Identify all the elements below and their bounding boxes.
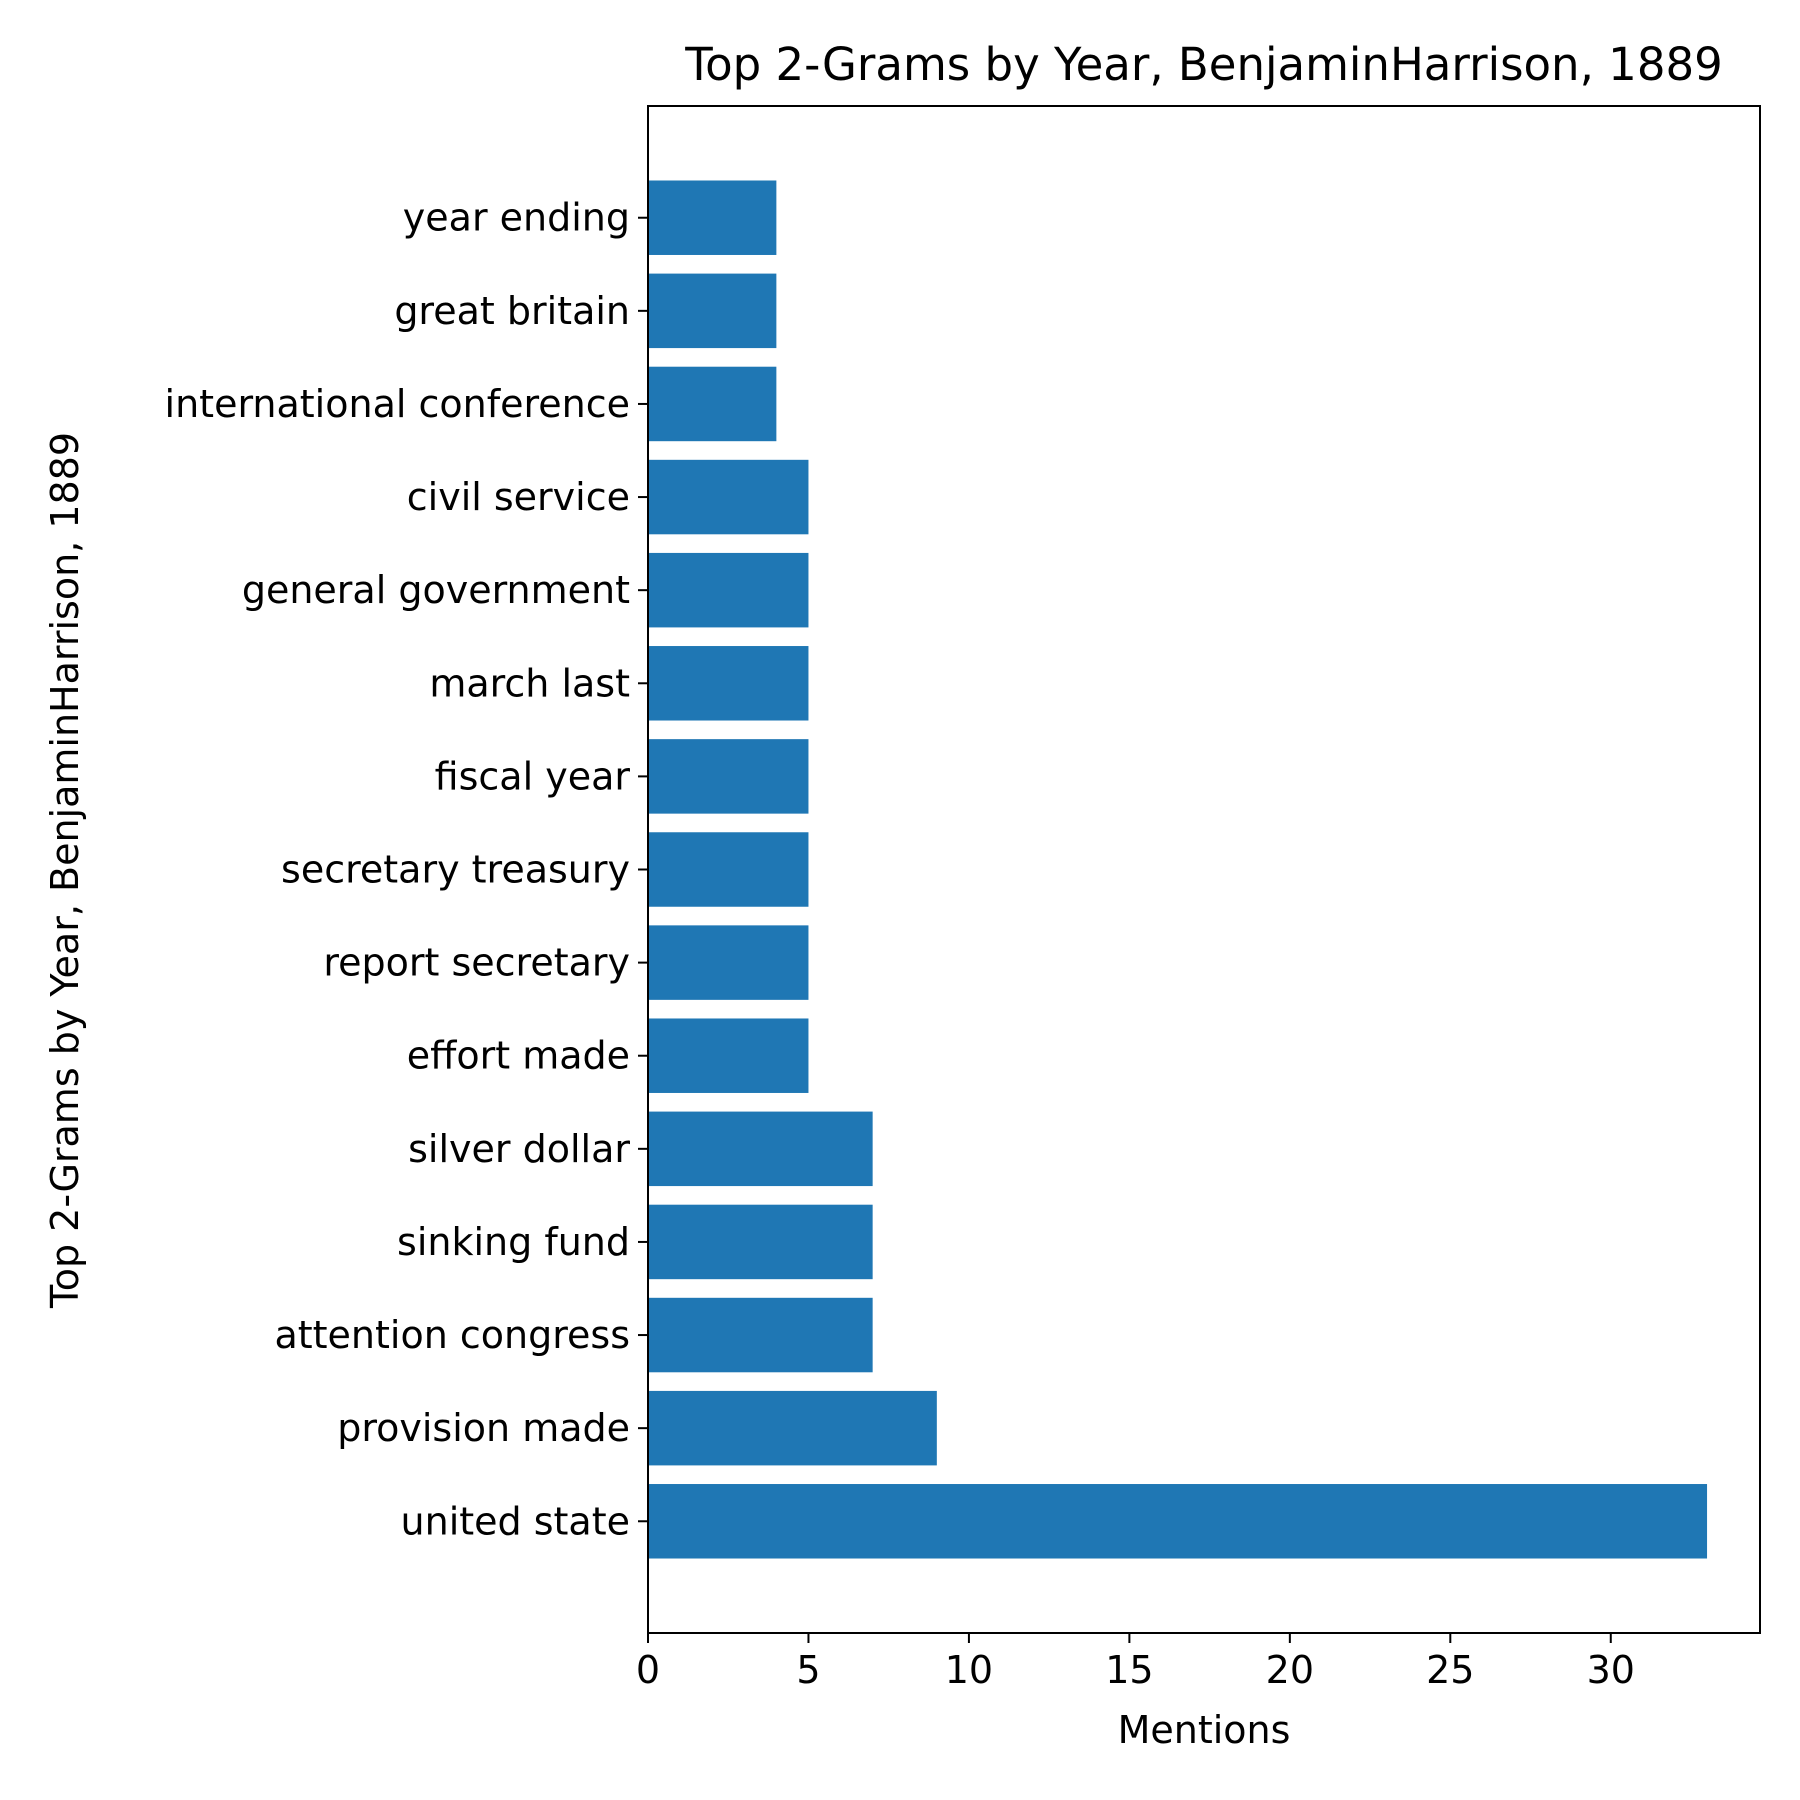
y-axis-ticks: united state provision made attention cong… xyxy=(165,196,648,1543)
x-tick-label: 10 xyxy=(945,1648,993,1692)
bar xyxy=(648,180,777,255)
chart-title: Top 2-Grams by Year, BenjaminHarrison, 1… xyxy=(684,38,1722,91)
x-tick-label: 15 xyxy=(1105,1648,1153,1692)
bar xyxy=(648,273,777,349)
bar xyxy=(648,1018,809,1093)
y-tick-label: attention congress xyxy=(274,1313,630,1357)
plot-frame xyxy=(647,105,1761,1634)
y-tick-label: united state xyxy=(401,1499,630,1543)
x-tick-label: 25 xyxy=(1426,1648,1474,1692)
y-tick-label: silver dollar xyxy=(408,1127,630,1171)
bar xyxy=(648,739,809,814)
bar xyxy=(648,459,809,535)
y-tick-label: international conference xyxy=(165,382,630,426)
y-tick-label: year ending xyxy=(403,196,630,240)
bar xyxy=(648,646,809,721)
bar xyxy=(648,552,809,628)
y-tick-label: effort made xyxy=(407,1034,630,1078)
y-tick-label: provision made xyxy=(337,1406,630,1450)
bar xyxy=(648,925,809,1000)
bar xyxy=(648,1204,873,1280)
x-axis-ticks: 0 5 10 15 20 25 30 xyxy=(636,1633,1635,1692)
y-tick-label: general government xyxy=(242,568,630,612)
bar xyxy=(648,366,777,442)
y-tick-label: sinking fund xyxy=(397,1220,630,1264)
x-tick-label: 0 xyxy=(636,1648,660,1692)
y-tick-label: fiscal year xyxy=(435,754,631,798)
bar xyxy=(648,1297,873,1373)
y-tick-label: report secretary xyxy=(323,941,630,985)
y-tick-label: civil service xyxy=(407,475,630,519)
y-tick-label: great britain xyxy=(394,289,630,333)
y-tick-label: march last xyxy=(429,661,630,705)
y-tick-label: secretary treasury xyxy=(281,848,630,892)
x-tick-label: 30 xyxy=(1587,1648,1635,1692)
bar xyxy=(648,1390,937,1466)
x-tick-label: 5 xyxy=(796,1648,820,1692)
bar xyxy=(648,832,809,907)
bar xyxy=(648,1484,1708,1559)
y-axis-title: Top 2-Grams by Year, BenjaminHarrison, 1… xyxy=(43,432,87,1309)
bar xyxy=(648,1111,873,1187)
x-axis-title: Mentions xyxy=(1118,1708,1291,1752)
x-tick-label: 20 xyxy=(1266,1648,1314,1692)
bars-group xyxy=(648,180,1708,1559)
